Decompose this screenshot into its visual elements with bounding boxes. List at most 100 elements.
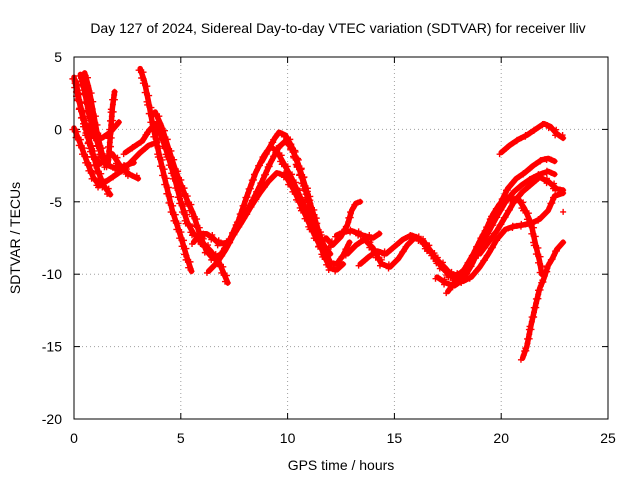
data-point <box>220 263 227 270</box>
data-point <box>150 110 157 117</box>
data-point <box>221 271 228 278</box>
data-point <box>520 199 527 206</box>
data-point <box>120 164 127 171</box>
data-point <box>389 245 396 252</box>
data-point <box>532 295 539 302</box>
data-point <box>81 145 88 152</box>
data-point <box>112 123 119 130</box>
data-point <box>550 194 556 201</box>
data-point <box>422 239 429 246</box>
data-point <box>448 268 455 275</box>
series-arc-7 <box>135 65 195 275</box>
x-tick-label: 25 <box>600 430 616 446</box>
data-point <box>260 184 267 191</box>
data-point <box>140 76 147 83</box>
data-point <box>520 207 527 214</box>
data-point <box>372 233 379 240</box>
data-point <box>278 152 285 159</box>
data-point <box>257 159 264 166</box>
data-point <box>77 136 84 143</box>
series-trace <box>498 120 566 156</box>
data-point <box>522 179 529 186</box>
data-point <box>215 237 222 244</box>
data-point <box>315 230 322 237</box>
data-point <box>311 226 318 233</box>
data-point <box>304 216 311 223</box>
data-point <box>423 248 430 255</box>
data-point <box>154 119 161 126</box>
data-point <box>551 180 558 187</box>
data-point <box>283 175 290 182</box>
data-point <box>178 229 185 236</box>
data-point <box>547 200 554 207</box>
data-point <box>298 166 305 173</box>
data-point <box>101 133 108 140</box>
data-point <box>378 256 385 263</box>
data-point <box>120 151 127 158</box>
data-point <box>280 174 287 181</box>
data-point <box>318 231 325 238</box>
data-point <box>398 238 405 245</box>
data-point <box>393 258 399 265</box>
data-point <box>289 188 296 195</box>
data-point <box>548 169 555 176</box>
data-point <box>183 252 190 259</box>
data-point <box>162 142 169 149</box>
series-trace <box>84 119 122 141</box>
data-point <box>517 190 524 197</box>
data-point <box>178 176 185 183</box>
data-point <box>249 200 256 207</box>
data-point <box>530 224 537 231</box>
data-point <box>488 233 495 240</box>
data-point <box>513 138 520 145</box>
data-point <box>281 162 288 169</box>
data-point <box>74 128 81 135</box>
data-point <box>172 211 179 218</box>
data-point <box>150 122 157 129</box>
data-point <box>162 127 169 134</box>
data-point <box>364 255 371 262</box>
data-point <box>332 268 339 275</box>
data-point <box>238 219 245 226</box>
data-point <box>517 223 524 230</box>
data-point <box>288 182 295 189</box>
data-point <box>493 208 500 215</box>
data-point <box>509 140 516 147</box>
data-point <box>468 252 475 259</box>
data-point <box>475 252 482 259</box>
data-point <box>284 135 291 142</box>
data-point <box>367 239 374 246</box>
data-point <box>325 261 332 268</box>
data-point <box>499 218 506 225</box>
data-point <box>106 139 113 146</box>
data-point <box>537 158 544 165</box>
data-point <box>446 286 453 293</box>
data-point <box>187 258 194 265</box>
series-arc-6 <box>82 119 122 143</box>
data-point <box>137 139 144 146</box>
data-point <box>260 155 267 162</box>
data-point <box>517 356 524 363</box>
data-point <box>251 196 258 203</box>
data-point <box>212 261 219 268</box>
data-point <box>385 265 392 272</box>
data-point <box>535 287 542 294</box>
data-point <box>316 238 323 245</box>
data-point <box>82 123 89 130</box>
series-arc-8 <box>120 120 231 286</box>
data-point <box>257 180 264 187</box>
data-point <box>526 130 533 137</box>
data-point <box>399 249 406 256</box>
data-point <box>461 274 468 281</box>
data-point <box>109 126 116 133</box>
data-point <box>486 248 493 255</box>
data-point <box>327 250 334 257</box>
data-point <box>306 226 313 233</box>
data-point <box>304 188 311 195</box>
data-point <box>532 233 539 240</box>
data-point <box>350 244 357 251</box>
data-point <box>144 143 151 150</box>
data-point <box>203 269 210 276</box>
data-point <box>496 151 503 158</box>
data-point <box>325 255 332 262</box>
